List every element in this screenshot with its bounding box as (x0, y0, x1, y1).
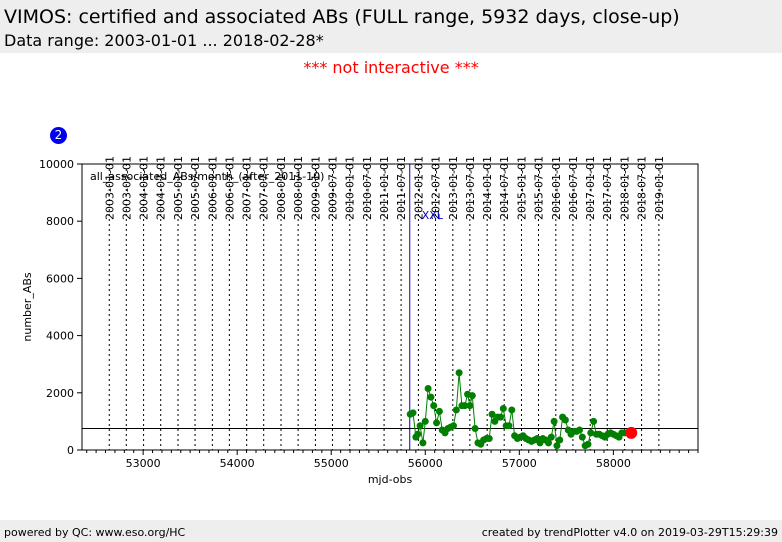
data-point (550, 417, 558, 425)
date-tick-label: 2018-07-01 (636, 156, 649, 220)
x-axis-label: mjd-obs (368, 473, 413, 486)
date-tick-label: 2007-01-01 (241, 156, 254, 220)
date-tick-label: 2008-01-01 (275, 156, 288, 220)
date-tick-label: 2011-01-01 (378, 156, 391, 220)
date-tick-label: 2005-01-01 (172, 156, 185, 220)
data-point (497, 413, 505, 421)
date-tick-label: 2003-01-01 (103, 156, 116, 220)
data-point (584, 440, 592, 448)
data-point (590, 417, 598, 425)
date-tick-label: 2010-07-01 (361, 156, 374, 220)
xxl-annotation: XXL (422, 209, 444, 222)
x-tick-label: 55000 (314, 457, 349, 470)
data-point (421, 417, 429, 425)
date-tick-label: 2009-01-01 (309, 156, 322, 220)
data-point (433, 419, 441, 427)
x-tick-label: 56000 (408, 457, 443, 470)
not-interactive-notice: *** not interactive *** (303, 58, 479, 77)
data-point (505, 422, 513, 430)
x-tick-label: 54000 (220, 457, 255, 470)
page-subtitle: Data range: 2003-01-01 ... 2018-02-28* (4, 31, 324, 50)
date-tick-label: 2008-07-01 (292, 156, 305, 220)
date-tick-label: 2016-07-01 (567, 156, 580, 220)
data-point (561, 416, 569, 424)
latest-point (625, 426, 638, 439)
x-tick-label: 57000 (502, 457, 537, 470)
data-point (409, 409, 417, 417)
x-axis-ticks: 53000 54000 55000 56000 57000 58000 (86, 450, 699, 470)
data-point (424, 385, 432, 393)
page-title: VIMOS: certified and associated ABs (FUL… (4, 6, 680, 28)
data-point (485, 435, 493, 443)
date-tick-label: 2013-01-01 (447, 156, 460, 220)
y-tick-label: 6000 (46, 272, 74, 285)
date-tick-label: 2017-07-01 (601, 156, 614, 220)
date-tick-label: 2014-07-01 (498, 156, 511, 220)
date-tick-label: 2017-01-01 (584, 156, 597, 220)
data-point (452, 406, 460, 414)
data-point (414, 430, 422, 438)
y-tick-label: 4000 (46, 330, 74, 343)
data-point (455, 369, 463, 377)
x-tick-label: 58000 (596, 457, 631, 470)
series-label: all_associated_ABs/month_(after_2011-10) (90, 170, 324, 183)
y-tick-label: 8000 (46, 215, 74, 228)
plot-frame (81, 163, 699, 451)
date-tick-label: 2015-07-01 (532, 156, 545, 220)
data-point (419, 439, 427, 447)
date-tick-label: 2012-07-01 (430, 156, 443, 220)
y-tick-label: 2000 (46, 387, 74, 400)
date-tick-label: 2019-01-01 (653, 156, 666, 220)
footer-timestamp: created by trendPlotter v4.0 on 2019-03-… (481, 526, 778, 539)
data-point (499, 405, 507, 413)
date-tick-label: 2004-01-01 (138, 156, 151, 220)
y-tick-label: 10000 (39, 158, 74, 171)
date-tick-label: 2018-01-01 (619, 156, 632, 220)
date-tick-label: 2007-07-01 (258, 156, 271, 220)
date-tick-label: 2012-01-01 (412, 156, 425, 220)
data-point (544, 439, 552, 447)
data-point (576, 426, 584, 434)
date-tick-labels: 2003-01-01 2003-07-01 2004-01-01 2004-07-01… (103, 156, 666, 220)
date-tick-label: 2006-07-01 (223, 156, 236, 220)
date-tick-label: 2004-07-01 (155, 156, 168, 220)
data-point (430, 402, 438, 410)
data-point (508, 406, 516, 414)
data-point (471, 425, 479, 433)
data-point (461, 402, 469, 410)
date-tick-label: 2013-07-01 (464, 156, 477, 220)
data-point (466, 402, 474, 410)
footer: powered by QC: www.eso.org/HC created by… (0, 520, 782, 542)
header: VIMOS: certified and associated ABs (FUL… (0, 0, 782, 53)
date-tick-label: 2003-07-01 (120, 156, 133, 220)
data-point (468, 392, 476, 400)
data-point (578, 433, 586, 441)
data-point (449, 422, 457, 430)
date-tick-label: 2011-07-01 (395, 156, 408, 220)
x-tick-label: 53000 (126, 457, 161, 470)
date-tick-label: 2005-07-01 (189, 156, 202, 220)
date-tick-label: 2009-07-01 (326, 156, 339, 220)
date-tick-label: 2015-01-01 (515, 156, 528, 220)
data-point (427, 393, 435, 401)
data-point (416, 422, 424, 430)
series-points (406, 369, 629, 450)
y-axis-ticks: 0 2000 4000 6000 8000 10000 (39, 158, 82, 457)
data-point (488, 410, 496, 418)
y-axis-label: number_ABs (21, 272, 34, 342)
data-point (435, 407, 443, 415)
date-tick-label: 2010-01-01 (344, 156, 357, 220)
data-point (547, 433, 555, 441)
date-tick-label: 2014-01-01 (481, 156, 494, 220)
date-tick-label: 2006-01-01 (206, 156, 219, 220)
data-point (556, 436, 564, 444)
y-tick-label: 0 (67, 444, 74, 457)
footer-credit: powered by QC: www.eso.org/HC (4, 526, 186, 539)
plot-number-badge: 2 (50, 127, 67, 144)
date-tick-label: 2016-01-01 (550, 156, 563, 220)
data-point (587, 429, 595, 437)
data-point (553, 442, 561, 450)
